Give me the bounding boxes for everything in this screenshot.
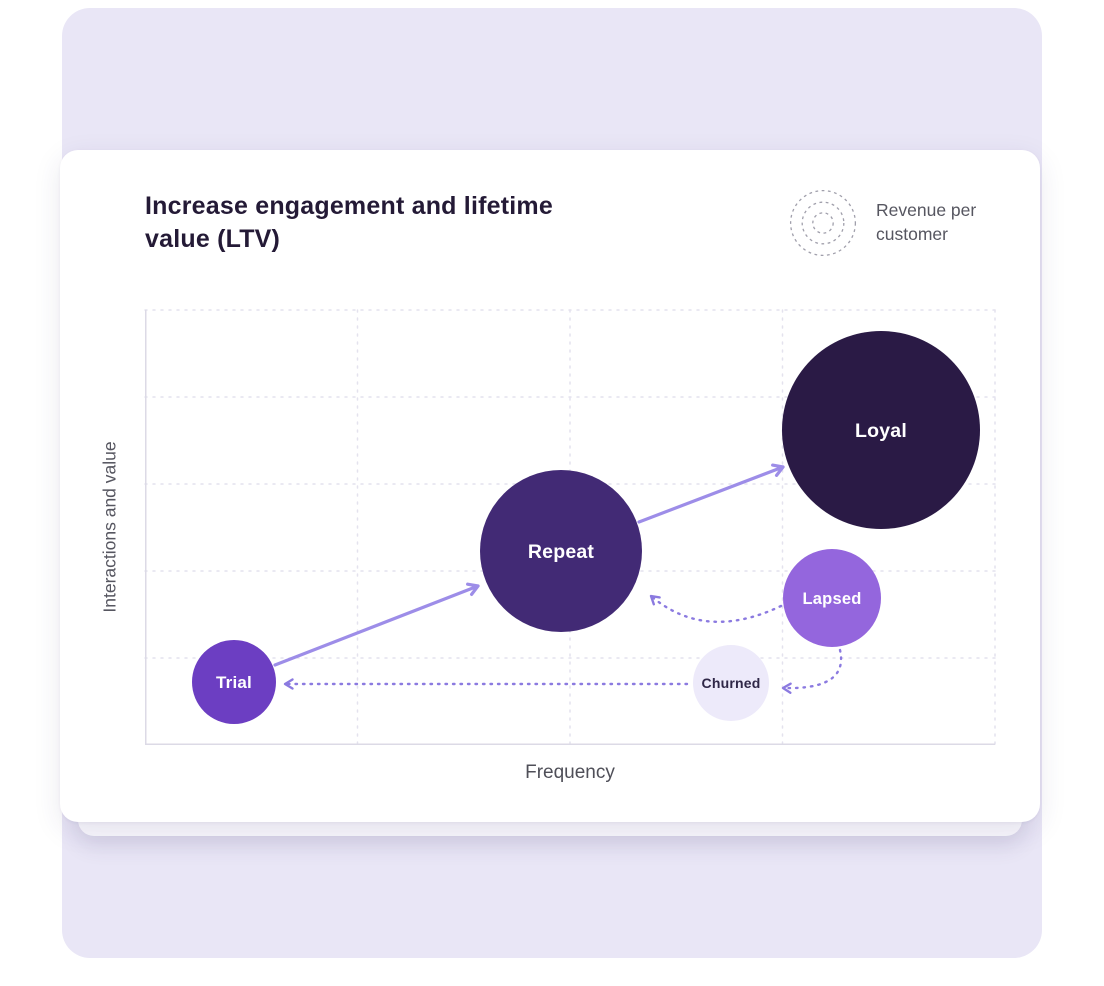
- bubble-chart: Trial Repeat Loyal Lapsed Churned: [144, 309, 996, 746]
- bubble-loyal: Loyal: [782, 331, 980, 529]
- bubble-label: Churned: [702, 675, 761, 691]
- flow-lapsed-to-repeat: [649, 594, 783, 623]
- bubble-trial: Trial: [192, 640, 276, 724]
- flow-trial-to-repeat: [273, 582, 480, 667]
- bubble-churned: Churned: [693, 645, 769, 721]
- concentric-circles-icon: [789, 189, 857, 257]
- bubble-lapsed: Lapsed: [783, 549, 881, 647]
- y-axis-label: Interactions and value: [99, 441, 120, 613]
- flow-lapsed-to-churned: [781, 648, 843, 694]
- bubble-label: Trial: [216, 673, 252, 692]
- bubble-label: Loyal: [855, 420, 907, 442]
- bubble-repeat: Repeat: [480, 470, 642, 632]
- legend-label: Revenue per customer: [876, 200, 977, 244]
- bubble-layer: Trial Repeat Loyal Lapsed Churned: [192, 331, 980, 724]
- page-title: Increase engagement and lifetime value (…: [145, 192, 553, 253]
- arrow-layer: [273, 463, 843, 694]
- bubble-label: Lapsed: [803, 590, 862, 608]
- x-axis-label: Frequency: [525, 762, 615, 783]
- chart-card: Increase engagement and lifetime value (…: [60, 150, 1040, 822]
- bubble-label: Repeat: [528, 541, 595, 563]
- bubble-size-legend: Revenue per customer: [786, 186, 994, 260]
- flow-repeat-to-loyal: [637, 463, 785, 524]
